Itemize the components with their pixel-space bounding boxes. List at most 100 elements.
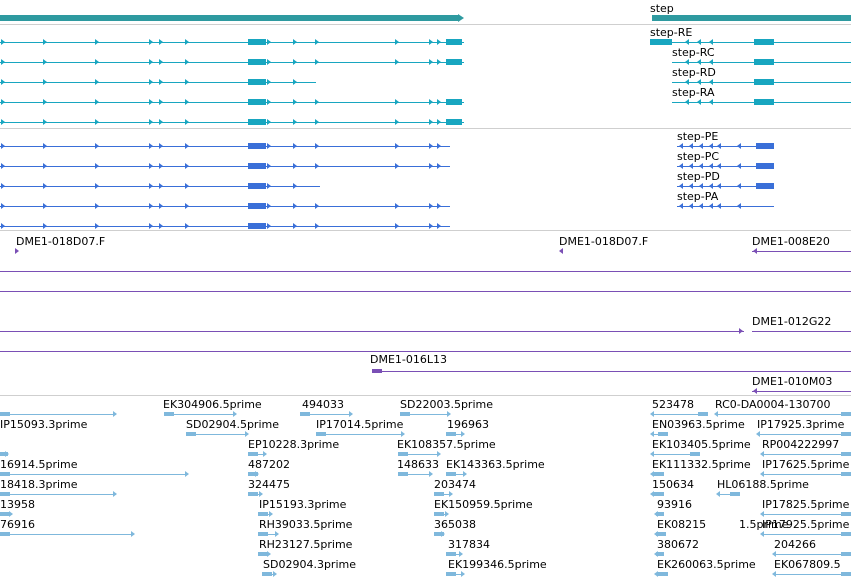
est-block	[654, 492, 664, 496]
protein-label[interactable]: step-PA	[677, 190, 719, 203]
arrow-right-icon	[159, 119, 163, 125]
arrow-right-icon	[95, 223, 99, 229]
est-label[interactable]: EK067809.5	[774, 558, 841, 571]
est-block	[398, 452, 408, 456]
arrow-right-icon	[315, 143, 319, 149]
arrow-right-icon	[349, 411, 353, 417]
arrow-left-icon	[689, 183, 693, 189]
est-label[interactable]: 16914.5prime	[0, 458, 78, 471]
est-label[interactable]: 18418.3prime	[0, 478, 78, 491]
est-label[interactable]: SD22003.5prime	[400, 398, 493, 411]
protein-label[interactable]: step-PE	[677, 130, 719, 143]
est-label[interactable]: 150634	[652, 478, 694, 491]
clone-label[interactable]: DME1-010M03	[752, 375, 833, 388]
est-label[interactable]: 13958	[0, 498, 35, 511]
clone-label[interactable]: DME1-012G22	[752, 315, 832, 328]
clone-line	[752, 391, 851, 392]
est-label[interactable]: 93916	[657, 498, 692, 511]
transcript-label[interactable]: step-RA	[672, 86, 715, 99]
est-line	[652, 454, 700, 455]
est-label[interactable]: EN03963.5prime	[652, 418, 745, 431]
arrow-left-icon	[679, 203, 683, 209]
arrow-right-icon	[437, 203, 441, 209]
est-label[interactable]: 196963	[447, 418, 489, 431]
est-line	[0, 414, 116, 415]
clone-label[interactable]: DME1-016L13	[370, 353, 447, 366]
est-line	[652, 414, 708, 415]
est-label[interactable]: 324475	[248, 478, 290, 491]
gene-label[interactable]: step	[650, 2, 674, 15]
est-label[interactable]: HL06188.5prime	[717, 478, 809, 491]
arrow-right-icon	[43, 59, 47, 65]
est-label[interactable]: EK304906.5prime	[163, 398, 262, 411]
exon-block	[754, 79, 774, 85]
est-label[interactable]: 523478	[652, 398, 694, 411]
est-block	[841, 572, 851, 576]
exon-block	[650, 39, 672, 45]
protein-label[interactable]: step-PC	[677, 150, 720, 163]
est-block	[434, 532, 444, 536]
protein-line	[0, 226, 450, 227]
est-label[interactable]: SD02904.5prime	[186, 418, 279, 431]
est-label[interactable]: 148633	[397, 458, 439, 471]
transcript-label[interactable]: step-RD	[672, 66, 716, 79]
est-label[interactable]: 1.5prime	[739, 518, 789, 531]
est-label[interactable]: 380672	[657, 538, 699, 551]
arrow-right-icon	[185, 79, 189, 85]
transcript-label[interactable]: step-RE	[650, 26, 693, 39]
arrow-right-icon	[267, 163, 271, 169]
arrow-right-icon	[43, 143, 47, 149]
arrow-right-icon	[255, 471, 259, 477]
arrow-right-icon	[267, 551, 271, 557]
est-label[interactable]: IP15093.3prime	[0, 418, 88, 431]
est-label[interactable]: SD02904.3prime	[263, 558, 356, 571]
est-label[interactable]: RH23127.5prime	[259, 538, 353, 551]
est-label[interactable]: EK150959.5prime	[434, 498, 533, 511]
arrow-left-icon	[737, 163, 741, 169]
est-label[interactable]: 203474	[434, 478, 476, 491]
clone-label[interactable]: DME1-018D07.F	[559, 235, 649, 248]
est-label[interactable]: IP17925.3prime	[757, 418, 845, 431]
arrow-right-icon	[149, 183, 153, 189]
est-label[interactable]: EK260063.5prime	[657, 558, 756, 571]
est-label[interactable]: EP10228.3prime	[248, 438, 340, 451]
arrow-right-icon	[293, 59, 297, 65]
est-label[interactable]: 487202	[248, 458, 290, 471]
est-label[interactable]: RP004222997	[762, 438, 840, 451]
arrow-left-icon	[737, 143, 741, 149]
arrow-left-icon	[559, 248, 563, 254]
est-label[interactable]: IP17625.5prime	[762, 458, 850, 471]
arrow-right-icon	[315, 39, 319, 45]
arrow-right-icon	[395, 99, 399, 105]
est-line	[774, 574, 851, 575]
est-label[interactable]: IP15193.3prime	[259, 498, 347, 511]
est-label[interactable]: 76916	[0, 518, 35, 531]
protein-label[interactable]: step-PD	[677, 170, 720, 183]
est-label[interactable]: 317834	[448, 538, 490, 551]
est-label[interactable]: 204266	[774, 538, 816, 551]
est-block	[262, 572, 272, 576]
est-label[interactable]: RH39033.5prime	[259, 518, 353, 531]
est-label[interactable]: 494033	[302, 398, 344, 411]
est-label[interactable]: IP17825.5prime	[762, 498, 850, 511]
arrow-right-icon	[395, 203, 399, 209]
arrow-right-icon	[437, 119, 441, 125]
est-label[interactable]: EK143363.5prime	[446, 458, 545, 471]
est-label[interactable]: IP17925.5prime	[762, 518, 850, 531]
est-label[interactable]: RC0-DA0004-130700	[715, 398, 831, 411]
est-label[interactable]: EK103405.5prime	[652, 438, 751, 451]
est-label[interactable]: 365038	[434, 518, 476, 531]
est-label[interactable]: EK108357.5prime	[397, 438, 496, 451]
exon-block	[754, 99, 774, 105]
arrow-right-icon	[185, 59, 189, 65]
est-label[interactable]: EK08215	[657, 518, 707, 531]
arrow-right-icon	[43, 163, 47, 169]
transcript-label[interactable]: step-RC	[672, 46, 715, 59]
clone-label[interactable]: DME1-018D07.F	[16, 235, 106, 248]
est-label[interactable]: EK199346.5prime	[448, 558, 547, 571]
arrow-left-icon	[654, 531, 658, 537]
clone-line	[752, 331, 851, 332]
clone-label[interactable]: DME1-008E20	[752, 235, 830, 248]
est-label[interactable]: IP17014.5prime	[316, 418, 404, 431]
est-label[interactable]: EK111332.5prime	[652, 458, 751, 471]
